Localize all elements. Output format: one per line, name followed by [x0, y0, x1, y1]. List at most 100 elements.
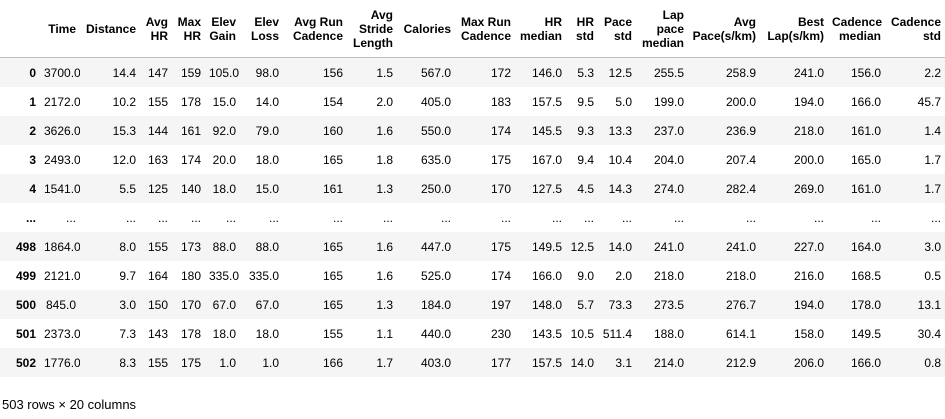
table-cell: 177 [490, 355, 511, 370]
table-cell: 8.3 [119, 355, 136, 370]
table-cell: 269.0 [793, 181, 824, 196]
table-cell: ... [673, 210, 684, 225]
table-cell: 155 [322, 326, 343, 341]
table-cell: 79.0 [255, 123, 279, 138]
table-row: 3 2493.0 12.0 163 174 20.0 18.0 165 1.8 635.0 175 1… [0, 145, 945, 174]
table-cell: 2172.0 [44, 94, 80, 109]
table-cell: 143 [147, 326, 168, 341]
table-cell: ... [870, 210, 881, 225]
row-index: 499 [15, 268, 36, 283]
table-cell: 155 [147, 239, 168, 254]
table-cell: ... [332, 210, 343, 225]
table-cell: 9.5 [577, 94, 594, 109]
table-cell: 165 [322, 239, 343, 254]
table-cell: 174 [180, 152, 201, 167]
table-cell: 14.3 [608, 181, 632, 196]
row-index: 500 [15, 297, 36, 312]
table-cell: 156.0 [850, 65, 881, 80]
table-cell: 164.0 [850, 239, 881, 254]
column-header: Time [40, 0, 80, 58]
table-cell: 1.4 [924, 123, 941, 138]
header-row: Time Distance Avg HR Max HR Elev Gain Elev Lo… [0, 0, 945, 58]
table-cell: 7.3 [119, 326, 136, 341]
table-cell: 5.0 [615, 94, 632, 109]
table-cell: 9.0 [577, 268, 594, 283]
table-cell: 1.0 [262, 355, 279, 370]
table-cell: 255.5 [653, 65, 684, 80]
table-cell: 5.7 [577, 297, 594, 312]
column-header: Max Run Cadence [455, 0, 515, 58]
table-cell: 127.5 [531, 181, 562, 196]
table-cell: 194.0 [793, 297, 824, 312]
table-cell: ... [813, 210, 824, 225]
data-table: Time Distance Avg HR Max HR Elev Gain Elev Lo… [0, 0, 945, 377]
table-cell: 165 [322, 297, 343, 312]
table-row: 502 1776.0 8.3 155 175 1.0 1.0 166 1.7 403.0 177 15… [0, 348, 945, 377]
table-cell: 12.5 [608, 65, 632, 80]
table-cell: 10.2 [112, 94, 136, 109]
table-cell: 174 [490, 268, 511, 283]
column-header: Avg Run Cadence [283, 0, 347, 58]
table-cell: 180 [180, 268, 201, 283]
table-cell: ... [190, 210, 201, 225]
table-cell: ... [500, 210, 511, 225]
table-cell: 163 [147, 152, 168, 167]
table-cell: 0.8 [924, 355, 941, 370]
table-cell: 14.0 [570, 355, 594, 370]
column-header: Avg Stride Length [347, 0, 397, 58]
table-cell: 200.0 [793, 152, 824, 167]
table-cell: 199.0 [653, 94, 684, 109]
table-cell: 92.0 [212, 123, 236, 138]
table-cell: 174 [490, 123, 511, 138]
column-header: Cadence std [885, 0, 945, 58]
table-cell: 18.0 [212, 181, 236, 196]
table-row: 2 3626.0 15.3 144 161 92.0 79.0 160 1.6 550.0 174 1… [0, 116, 945, 145]
table-cell: 2493.0 [44, 152, 80, 167]
table-cell: 614.1 [725, 326, 756, 341]
table-cell: 145.5 [531, 123, 562, 138]
table-cell: 18.0 [255, 152, 279, 167]
table-cell: 3700.0 [44, 65, 80, 80]
table-cell: ... [157, 210, 168, 225]
table-cell: 273.5 [653, 297, 684, 312]
table-cell: 335.0 [248, 268, 279, 283]
table-cell: 188.0 [653, 326, 684, 341]
table-cell: 20.0 [212, 152, 236, 167]
table-cell: 440.0 [420, 326, 451, 341]
table-cell: 567.0 [420, 65, 451, 80]
table-cell: ... [225, 210, 236, 225]
table-row: 500 845.0 3.0 150 170 67.0 67.0 165 1.3 184.0 197 1… [0, 290, 945, 319]
table-cell: 194.0 [793, 94, 824, 109]
table-cell: ... [65, 210, 76, 225]
table-cell: 165 [322, 152, 343, 167]
table-cell: ... [382, 210, 393, 225]
row-index: 2 [29, 123, 36, 138]
table-cell: 511.4 [602, 326, 632, 341]
table-cell: 3.0 [924, 239, 941, 254]
table-cell: 172 [490, 65, 511, 80]
table-cell: 0.5 [924, 268, 941, 283]
table-cell: 236.9 [725, 123, 756, 138]
table-cell: 1.6 [376, 123, 393, 138]
table-cell: 1.7 [376, 355, 393, 370]
table-cell: 155 [147, 94, 168, 109]
table-cell: 105.0 [209, 65, 240, 80]
table-cell: 166.0 [850, 355, 881, 370]
row-index: 498 [15, 239, 36, 254]
table-cell: 237.0 [653, 123, 684, 138]
table-cell: 10.5 [570, 326, 594, 341]
table-cell: 146.0 [531, 65, 562, 80]
table-cell: 154 [322, 94, 343, 109]
table-cell: ... [440, 210, 451, 225]
table-cell: 13.1 [917, 297, 941, 312]
table-cell: 166 [322, 355, 343, 370]
table-cell: 175 [490, 239, 511, 254]
table-cell: 12.5 [570, 239, 594, 254]
table-cell: 161.0 [850, 181, 881, 196]
table-cell: 8.0 [119, 239, 136, 254]
table-cell: 168.5 [850, 268, 881, 283]
table-cell: 12.0 [112, 152, 136, 167]
column-header: HR median [515, 0, 566, 58]
table-cell: 10.4 [608, 152, 632, 167]
